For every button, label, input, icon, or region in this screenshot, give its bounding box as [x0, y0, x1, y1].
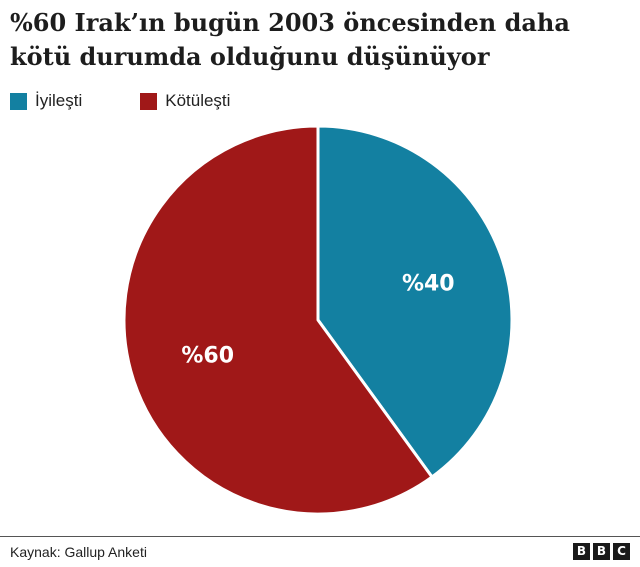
bbc-logo-letter: B: [573, 543, 590, 560]
pie-slice-iyilesti: [316, 124, 514, 479]
pie-label-iyilesti: %40: [402, 272, 455, 297]
legend-label-iyilesti: İyileşti: [35, 91, 83, 110]
pie-chart: %40 %60: [122, 124, 514, 516]
pie-label-kotulesti: %60: [181, 343, 234, 368]
pie-slice-kotulesti: [122, 124, 434, 516]
legend-swatch-iyilesti: [10, 92, 27, 110]
source-divider: [0, 536, 640, 537]
legend-item-kotulesti: Kötüleşti: [140, 91, 230, 111]
bbc-logo-letter: C: [613, 543, 630, 560]
legend-item-iyilesti: İyileşti: [10, 91, 82, 111]
pie-slices: [122, 124, 514, 516]
chart-title: %60 Irak’ın bugün 2003 öncesinden daha k…: [10, 8, 570, 71]
legend-swatch-kotulesti: [140, 92, 158, 110]
pie-labels: %40 %60: [181, 272, 454, 369]
bbc-logo-letter: B: [593, 543, 610, 560]
legend-label-kotulesti: Kötüleşti: [165, 91, 231, 110]
legend: İyileşti Kötüleşti: [10, 90, 288, 112]
bbc-logo: B B C: [570, 543, 630, 560]
source-note: Kaynak: Gallup Anketi: [10, 544, 147, 560]
